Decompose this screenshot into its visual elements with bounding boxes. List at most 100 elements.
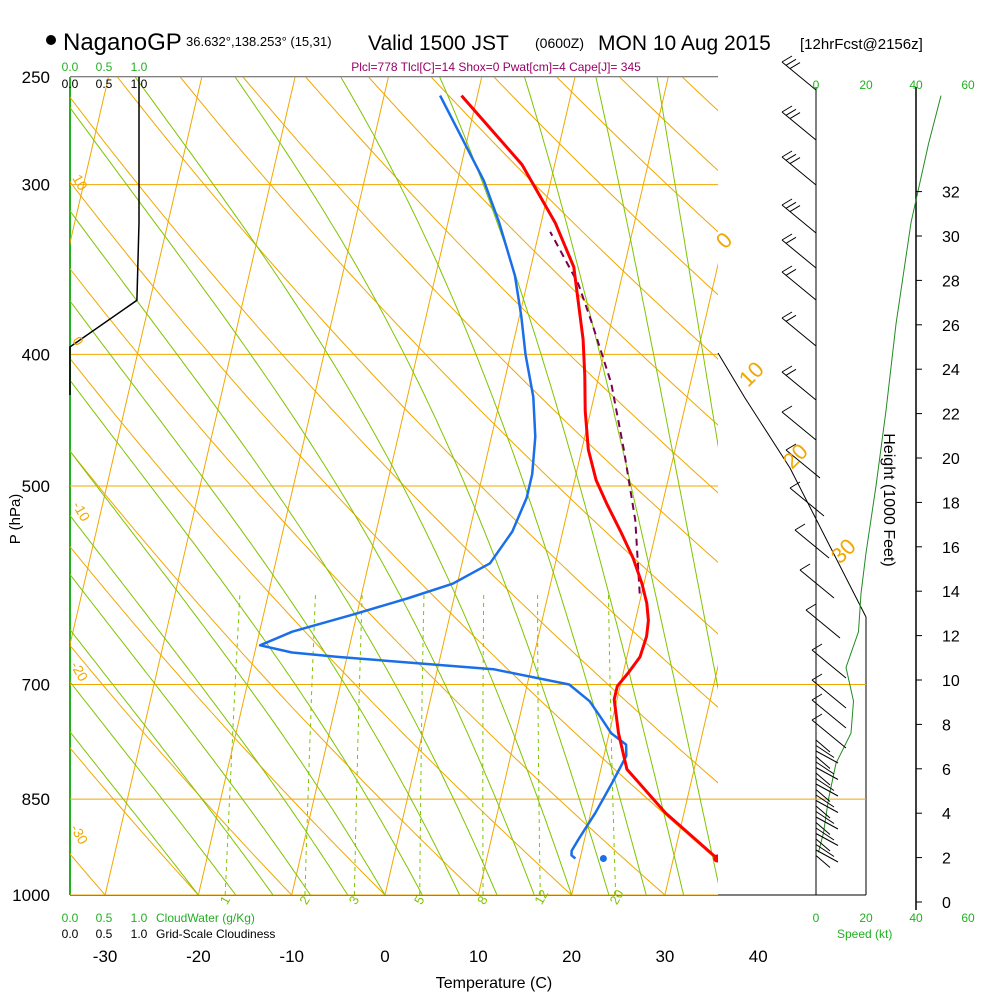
wind-barb-flag (794, 523, 806, 531)
isotherm-label: 30 (826, 534, 861, 569)
grid-lines (0, 77, 1000, 895)
wind-barb-flag (785, 314, 797, 322)
isotherm-line (104, 77, 296, 895)
temperature-tick-label: 20 (562, 947, 581, 966)
wind-barb (781, 198, 817, 234)
wind-barb-low (815, 783, 839, 797)
wind-panel-diagonal (717, 352, 867, 618)
station-coords: 36.632°,138.253° (15,31) (186, 34, 332, 49)
mixing-ratio-line (482, 593, 485, 895)
wind-barb-staff (781, 371, 817, 401)
wind-barb-flag (781, 55, 793, 63)
moist-adiabat (70, 731, 199, 895)
isotherm-label: 10 (734, 357, 769, 392)
wind-barb-flag (781, 311, 793, 319)
height-tick-label: 0 (942, 895, 951, 912)
pressure-tick-label: 850 (22, 790, 50, 809)
wind-barb-staff (799, 569, 835, 599)
cloudiness-label: Grid-Scale Cloudiness (156, 927, 275, 941)
wind-barb (811, 673, 847, 709)
speed-bottom-tick: 60 (961, 911, 975, 925)
wind-barb-flag (785, 153, 797, 161)
moist-adiabat (656, 77, 718, 448)
mixing-ratio-line (537, 593, 541, 895)
height-tick-label: 18 (942, 495, 960, 512)
wind-barb-low (815, 794, 835, 808)
isotherm-line (477, 77, 669, 895)
wind-barb-low (815, 756, 831, 769)
wind-barb-low (815, 811, 835, 824)
wind-barb-flag (811, 713, 823, 721)
isotherm-line (0, 77, 15, 895)
cloudwater-top-tick: 0.5 (96, 60, 113, 74)
moist-adiabat (70, 106, 535, 895)
speed-bottom-tick: 0 (813, 911, 820, 925)
cloudiness-top-tick: 1.0 (131, 77, 148, 91)
dry-adiabat (996, 77, 1000, 895)
dry-adiabat (179, 77, 718, 635)
valid-time: Valid 1500 JST (368, 32, 509, 55)
cloudwater-bottom-tick: 1.0 (131, 911, 148, 925)
wind-barb-flag (781, 265, 793, 273)
height-tick-label: 2 (942, 851, 951, 868)
wind-barb-flag (781, 198, 793, 206)
wind-barb-staff (805, 609, 841, 639)
pressure-tick-label: 300 (22, 176, 50, 195)
temperature-tick-label: -20 (186, 947, 211, 966)
mixing-ratio-label: 12 (531, 887, 551, 907)
wind-barb-low (815, 849, 839, 863)
wind-barb-staff (781, 239, 817, 269)
wind-barb-low (815, 745, 835, 758)
valid-date: MON 10 Aug 2015 (598, 32, 771, 55)
dry-adiabat (70, 545, 386, 895)
wind-barb-low (815, 855, 831, 868)
dry-adiabat (305, 77, 718, 494)
wind-barb-flag (781, 365, 793, 373)
wind-barb-staff (785, 449, 821, 479)
pressure-axis-label: P (hPa) (7, 494, 24, 545)
wind-barb-low (815, 800, 839, 813)
height-tick-label: 26 (942, 318, 960, 335)
wind-barb (781, 405, 817, 441)
wind-barb-flag (811, 643, 823, 651)
wind-barb-low (815, 822, 831, 835)
wind-barb-staff (811, 679, 847, 709)
wind-barb-low (815, 816, 839, 830)
indices-text: Plcl=778 Tlcl[C]=14 Shox=0 Pwat[cm]=4 Ca… (351, 60, 641, 74)
dewpoint-line (258, 95, 628, 860)
height-tick-label: 28 (942, 273, 960, 290)
mixing-ratio-line (419, 593, 425, 895)
cloudwater-top-tick: 0.0 (62, 60, 79, 74)
wind-barb-low (815, 805, 831, 819)
height-tick-label: 12 (942, 629, 960, 646)
isotherm-line (384, 77, 576, 895)
speed-bottom-tick: 40 (909, 911, 923, 925)
height-tick-label: 8 (942, 717, 951, 734)
moist-adiabat (595, 77, 718, 691)
wind-barb-flag (781, 105, 793, 113)
wind-barb-flag (781, 233, 793, 241)
wind-barb (785, 443, 821, 479)
wind-barb-staff (794, 529, 830, 559)
temperature-tick-label: -10 (279, 947, 304, 966)
pressure-tick-label: 500 (22, 477, 50, 496)
moist-adiabat (70, 681, 237, 895)
wind-barb (781, 105, 817, 141)
moist-adiabat (70, 573, 311, 895)
cloudiness-bottom-tick: 0.0 (62, 927, 79, 941)
wind-barb-staff (781, 111, 817, 141)
wind-barb-low (815, 761, 835, 775)
wind-barb-staff (811, 649, 847, 679)
moist-adiabat (439, 77, 685, 895)
wind-barb-low (815, 739, 831, 753)
isotherm-line (70, 77, 109, 245)
mixing-ratio-line (607, 593, 617, 895)
isotherm-line (197, 77, 389, 895)
wind-barb-flag (785, 236, 797, 244)
wind-barb-flag (789, 112, 801, 120)
temperature-tick-label: -30 (93, 947, 118, 966)
wind-barb-staff (789, 487, 825, 517)
cloudiness-bottom-tick: 0.5 (96, 927, 113, 941)
